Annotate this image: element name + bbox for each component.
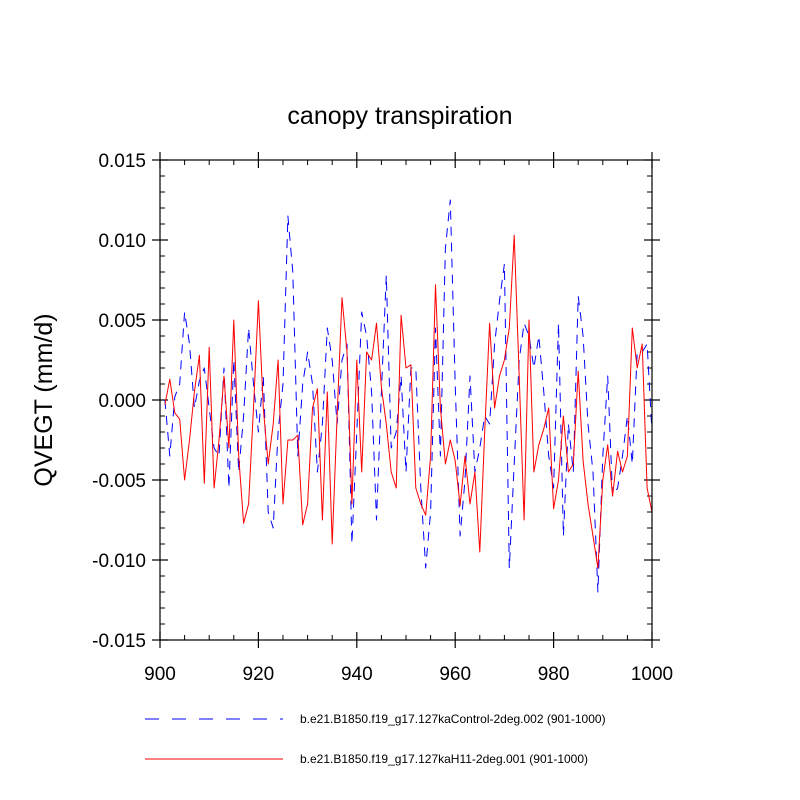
x-major-ticks <box>159 152 653 648</box>
x-tick-labels: 900 920 940 960 980 1000 <box>144 664 673 685</box>
y-tick-labels: -0.015 -0.010 -0.005 0.000 0.005 0.010 0.015 <box>92 151 146 652</box>
legend-label-control: b.e21.B1850.f19_g17.127kaControl-2deg.00… <box>300 712 606 726</box>
plot-frame <box>159 159 653 641</box>
y-major-ticks <box>152 159 660 641</box>
y-tick-label: 0.000 <box>98 391 146 412</box>
chart-title: canopy transpiration <box>287 102 512 130</box>
x-tick-label: 1000 <box>631 664 673 685</box>
x-tick-label: 980 <box>538 664 570 685</box>
x-tick-label: 940 <box>341 664 373 685</box>
y-tick-label: -0.015 <box>92 631 146 652</box>
y-tick-label: -0.010 <box>92 551 146 572</box>
y-tick-label: -0.005 <box>92 471 146 492</box>
series-lines <box>164 199 653 593</box>
legend-label-h11: b.e21.B1850.f19_g17.127kaH11-2deg.001 (9… <box>300 752 588 766</box>
y-tick-label: 0.010 <box>98 231 146 252</box>
legend: b.e21.B1850.f19_g17.127kaControl-2deg.00… <box>145 712 606 766</box>
y-tick-label: 0.015 <box>98 151 146 172</box>
series-line-h11 <box>164 234 653 569</box>
x-tick-label: 960 <box>439 664 471 685</box>
y-tick-label: 0.005 <box>98 311 146 332</box>
x-minor-ticks <box>184 160 628 640</box>
x-tick-label: 900 <box>144 664 176 685</box>
y-axis-label: QVEGT (mm/d) <box>30 313 58 486</box>
series-line-control <box>164 199 653 593</box>
y-minor-ticks <box>160 175 652 625</box>
x-tick-label: 920 <box>243 664 275 685</box>
